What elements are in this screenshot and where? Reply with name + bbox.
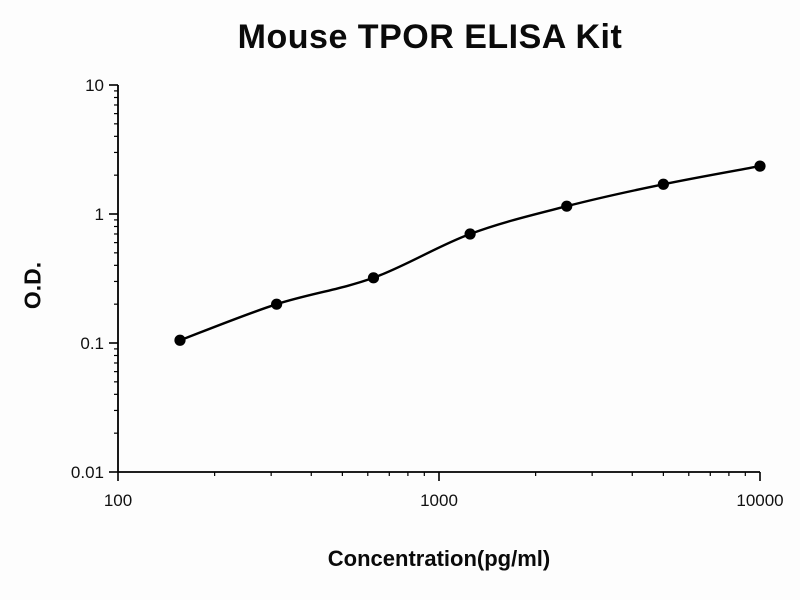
data-point-marker (174, 334, 186, 346)
data-point-marker (464, 228, 476, 240)
standard-curve-line (179, 164, 761, 342)
data-point-marker (271, 298, 283, 310)
chart-title: Mouse TPOR ELISA Kit (237, 18, 623, 56)
y-tick-label: 1 (95, 205, 104, 224)
x-axis-title: Concentration(pg/ml) (327, 546, 551, 571)
y-tick-label: 0.1 (80, 334, 104, 353)
y-tick-label: 10 (85, 76, 104, 95)
data-point-marker (657, 178, 669, 190)
x-tick-label: 10000 (736, 491, 783, 510)
x-tick-label: 100 (104, 491, 132, 510)
y-tick-label: 0.01 (71, 463, 104, 482)
data-point-marker (367, 272, 380, 284)
data-point-marker (561, 200, 573, 212)
x-tick-label: 1000 (420, 491, 458, 510)
data-point-marker (754, 160, 766, 172)
